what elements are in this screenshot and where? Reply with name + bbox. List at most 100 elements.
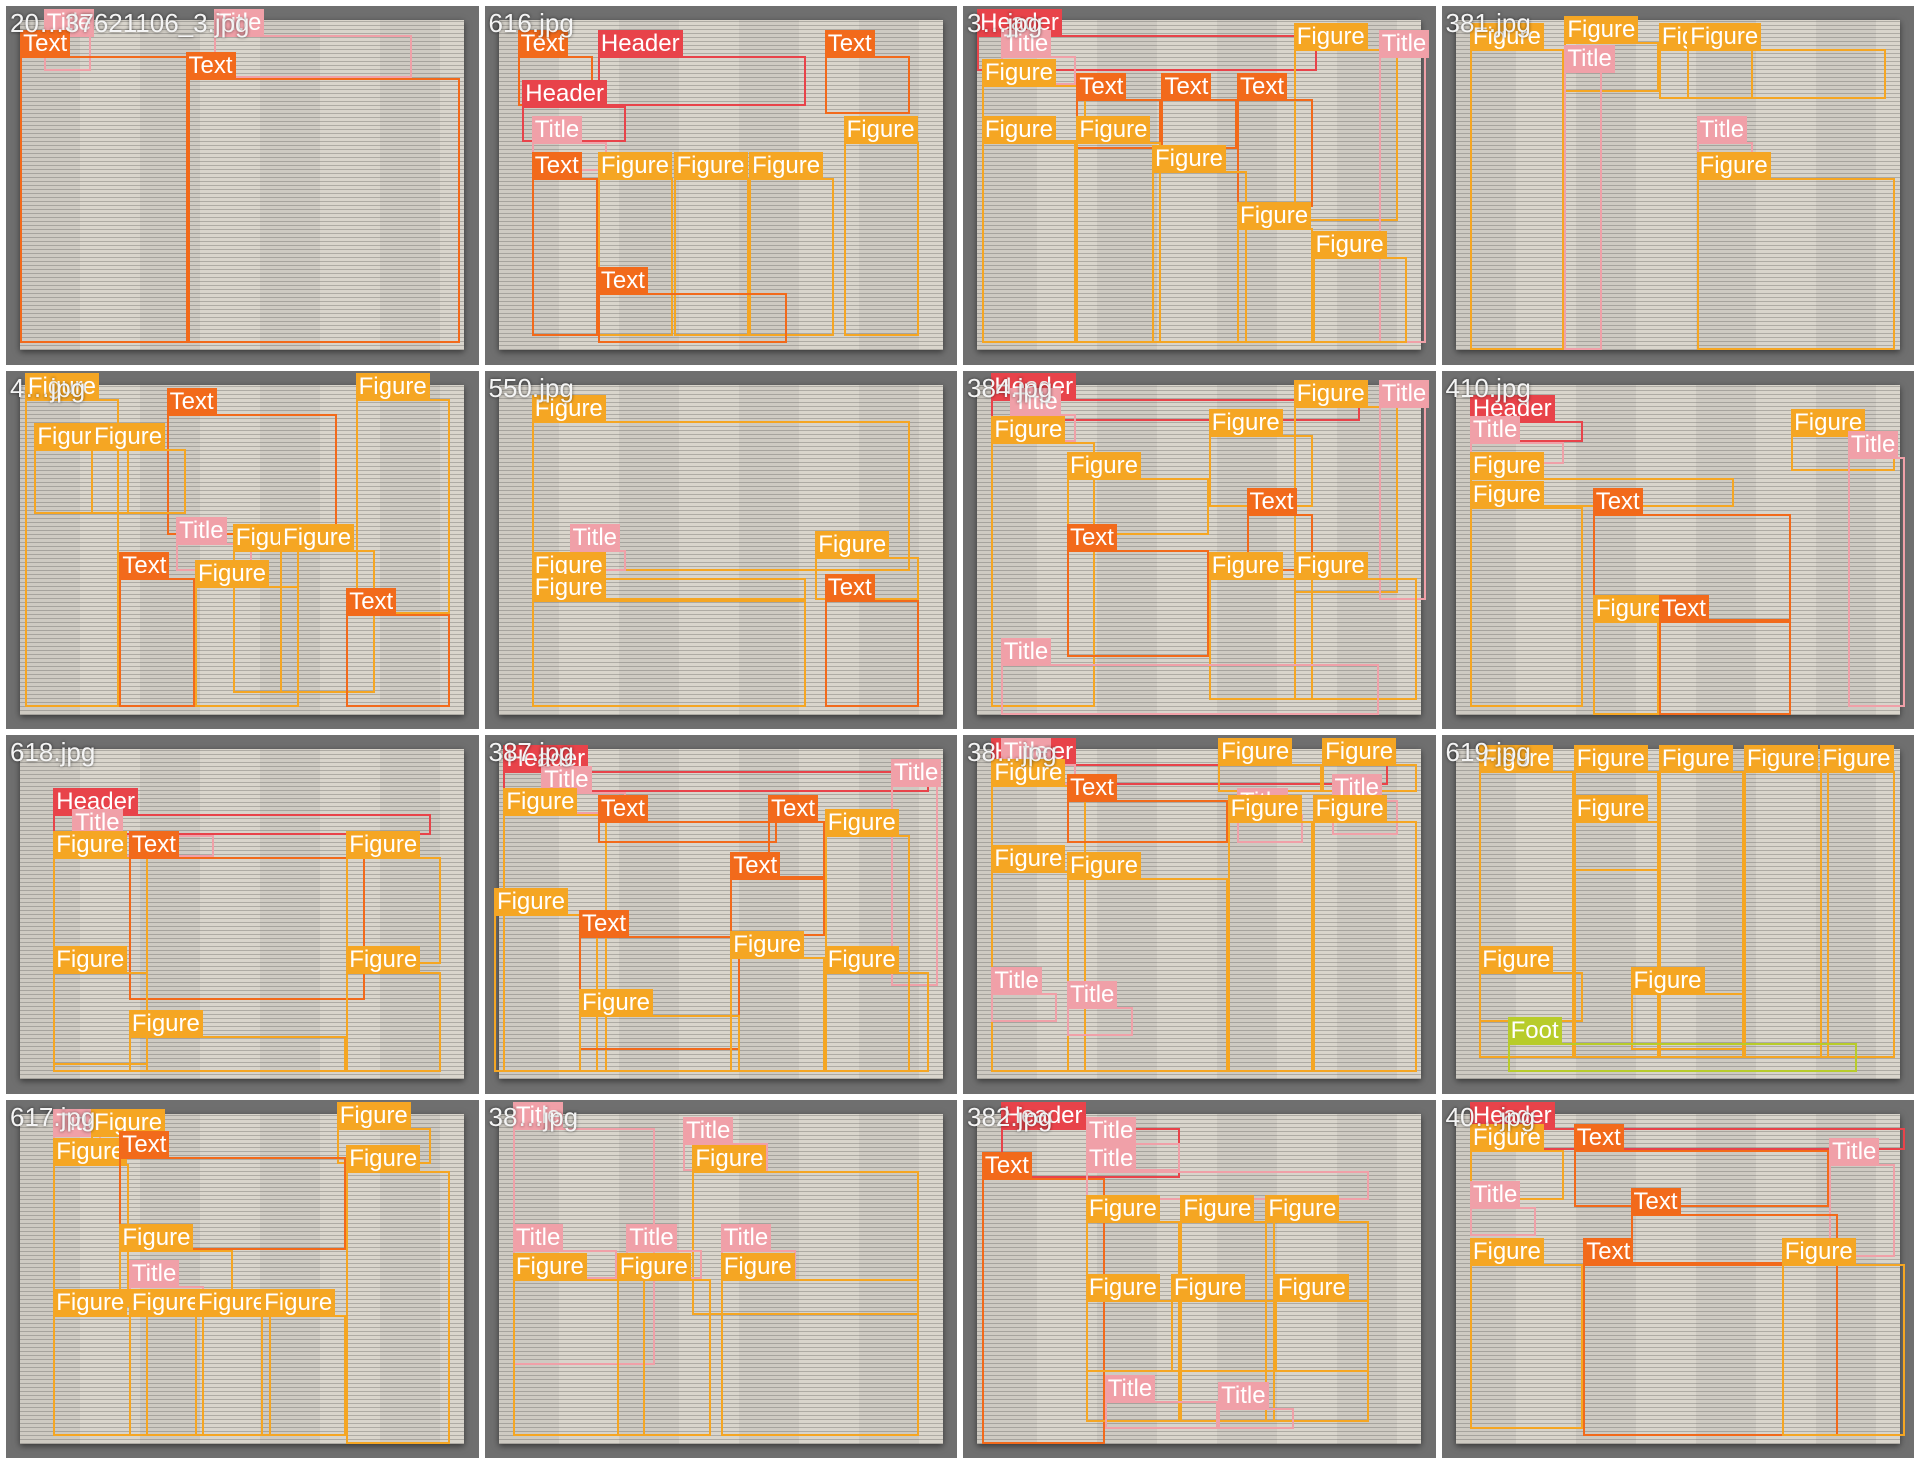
detection-label: Figure (1573, 744, 1648, 773)
detection-label: Text (119, 552, 170, 581)
detection-box: Text (1630, 1188, 1839, 1265)
detection-box: Figure (730, 931, 825, 1072)
image-tile: 619.jpg Figure Figure Figure Figure Figure Fig… (1441, 735, 1914, 1094)
detection-label: Text (1237, 73, 1288, 102)
detection-label: Title (1104, 1374, 1156, 1403)
detection-label: Figure (1781, 1238, 1856, 1267)
detection-box: Figure (1293, 552, 1417, 701)
detection-label: Figure (346, 945, 421, 974)
detection-label: Figure (1237, 202, 1312, 231)
detection-box: Figure (1312, 230, 1408, 343)
detection-box: Figure (1274, 1274, 1370, 1372)
detection-label: Title (1564, 44, 1615, 73)
detection-label: Figure (1293, 380, 1368, 409)
detection-box: Figure (692, 1145, 920, 1315)
detection-label: Figure (1066, 852, 1141, 881)
detection-label: Figure (1469, 480, 1544, 509)
detection-label: Text (346, 588, 397, 617)
detection-box: Figure (195, 559, 299, 708)
detection-label: Text (1246, 487, 1297, 516)
detection-box: Figure (981, 58, 1086, 143)
detection-box: Figure (1479, 744, 1574, 1058)
detection-label: Figure (1687, 23, 1762, 52)
detection-box: Foot (1507, 1017, 1858, 1072)
detection-box: Figure (128, 1288, 205, 1437)
detection-label: Text (1658, 595, 1709, 624)
detection-label: Title (626, 1224, 677, 1253)
detection-label: Text (1592, 487, 1643, 516)
detection-label: Figure (493, 888, 568, 917)
detection-box: Text (531, 152, 598, 336)
detection-label: Figure (1479, 744, 1554, 773)
detection-box: Figure (336, 1102, 432, 1165)
detection-label: Title (1378, 380, 1430, 409)
detection-label: Figure (991, 759, 1066, 788)
detection-box: Figure (531, 573, 806, 708)
detection-label: Figure (1658, 744, 1733, 773)
detection-label: Figure (1479, 945, 1554, 974)
detection-label: Text (1630, 1188, 1681, 1217)
detection-label: Figure (815, 530, 890, 559)
detection-box: Figure (1630, 967, 1744, 1051)
detection-label: Figure (128, 1010, 203, 1039)
newspaper-photo (1455, 384, 1900, 715)
detection-box: Figure (1227, 795, 1313, 1072)
detection-label: Title (1000, 638, 1052, 667)
detection-box: Text (1583, 1238, 1839, 1437)
detection-label: Figure (1227, 795, 1302, 824)
detection-label: Figure (1322, 737, 1397, 766)
detection-label: Figure (1592, 595, 1667, 624)
detection-box: Figure (1293, 23, 1398, 222)
detection-label: Figure (1469, 23, 1544, 52)
detection-label: Text (730, 852, 781, 881)
file-name: 38…jpg (967, 737, 1057, 767)
detection-label: Figure (1085, 1274, 1160, 1303)
detection-box: Figure (824, 945, 929, 1072)
detection-label: Figure (1312, 230, 1387, 259)
detection-box: Figure (1066, 452, 1209, 536)
detection-label: Figure (1564, 15, 1639, 44)
detection-box: Title (1000, 638, 1379, 715)
detection-box: Figure (616, 1252, 712, 1437)
detection-label: Text (1066, 523, 1117, 552)
detection-box: Title (569, 523, 627, 572)
detection-label: Figure (1274, 1274, 1349, 1303)
detection-label: Figure (1076, 116, 1151, 145)
detection-box: Figure (24, 373, 120, 708)
detection-box: Figure (749, 152, 835, 336)
detection-label: Figure (1743, 744, 1818, 773)
detection-box: Figure (503, 787, 608, 1072)
detection-label: Figure (53, 1138, 128, 1167)
detection-box: Title (991, 967, 1058, 1022)
detection-label: Text (1066, 773, 1117, 802)
detection-label: Figure (503, 787, 578, 816)
image-tile: 38…jpg Title Title Figure Title Figure Title Fi… (484, 1099, 957, 1458)
detection-label: Figure (346, 1145, 421, 1174)
detection-box: Figure (1469, 23, 1565, 351)
detection-box: Title (1378, 380, 1430, 600)
detection-label: Figure (1573, 795, 1648, 824)
detection-label: Figure (1293, 23, 1368, 52)
detection-box: Title (1828, 1138, 1896, 1258)
detection-box: Figure (1322, 737, 1417, 793)
detection-label: Figure (1208, 552, 1283, 581)
detection-box: Text (119, 552, 195, 708)
newspaper-photo (1455, 1113, 1900, 1444)
detection-box: Text (1658, 595, 1792, 715)
detection-box: Figure (1573, 795, 1659, 872)
image-tile: 38…jpgHeaderTitleFigureFigureFigureTextT… (963, 735, 1436, 1094)
detection-box: Figure (512, 1252, 646, 1437)
detection-label: Figure (692, 1145, 767, 1174)
detection-label: Figure (616, 1252, 691, 1281)
detection-box: Text (1066, 523, 1209, 658)
detection-label: Title (682, 1116, 734, 1145)
detection-label: Figure (1218, 737, 1293, 766)
detection-box: Header (597, 30, 806, 107)
detection-label: Text (166, 387, 217, 416)
detection-label: Figure (53, 1288, 128, 1317)
file-name: 618.jpg (10, 737, 96, 767)
detection-label: Title (128, 1259, 180, 1288)
detection-label: Text (128, 830, 179, 859)
detection-box: Figure (1312, 795, 1417, 1072)
detection-label: Figure (280, 523, 355, 552)
